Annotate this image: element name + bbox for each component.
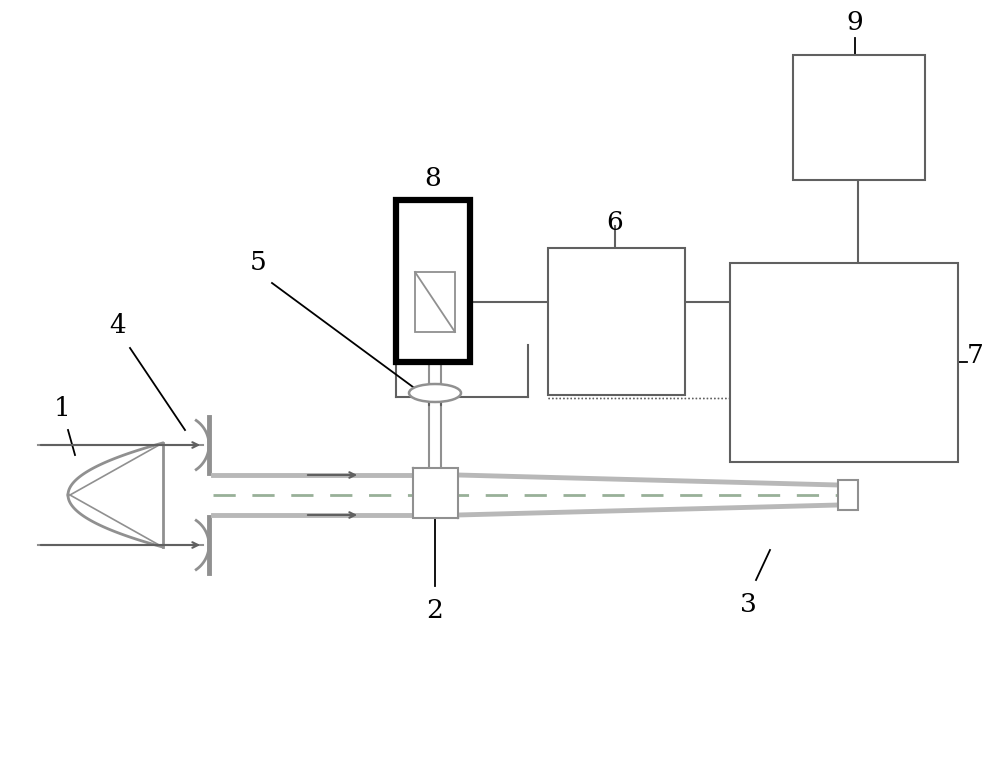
Bar (415, 272, 455, 332)
Text: 1: 1 (54, 395, 70, 421)
Text: 3: 3 (740, 592, 756, 617)
Bar (730, 263, 958, 462)
Bar (838, 480, 858, 510)
Text: 7: 7 (967, 342, 983, 368)
Text: 5: 5 (250, 250, 266, 274)
Bar (413, 468, 458, 518)
Text: 4: 4 (110, 313, 126, 338)
Text: 2: 2 (427, 597, 443, 623)
Bar (793, 55, 925, 180)
Text: 8: 8 (425, 165, 441, 191)
Ellipse shape (409, 384, 461, 402)
Text: 9: 9 (847, 9, 863, 34)
Text: 6: 6 (607, 209, 623, 234)
Bar (396, 200, 470, 362)
Bar (548, 248, 685, 395)
